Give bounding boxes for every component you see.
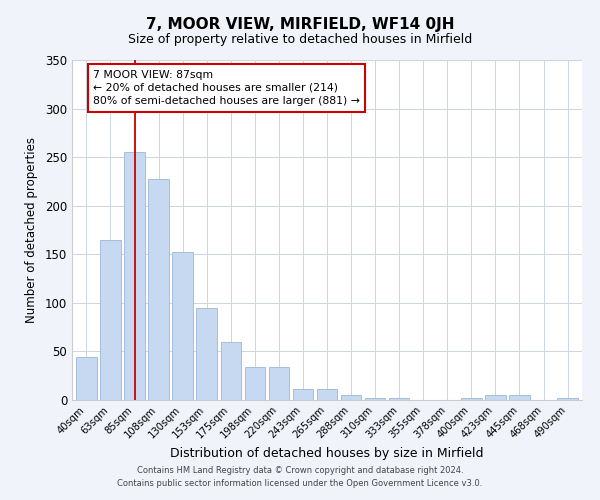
- Bar: [389, 398, 409, 400]
- Bar: [245, 367, 265, 400]
- X-axis label: Distribution of detached houses by size in Mirfield: Distribution of detached houses by size …: [170, 448, 484, 460]
- Bar: [293, 390, 313, 400]
- Y-axis label: Number of detached properties: Number of detached properties: [25, 137, 38, 323]
- Bar: [317, 390, 337, 400]
- Text: 7, MOOR VIEW, MIRFIELD, WF14 0JH: 7, MOOR VIEW, MIRFIELD, WF14 0JH: [146, 18, 454, 32]
- Bar: [365, 398, 385, 400]
- Bar: [148, 178, 169, 400]
- Bar: [269, 367, 289, 400]
- Bar: [485, 395, 506, 400]
- Bar: [124, 152, 145, 400]
- Text: Size of property relative to detached houses in Mirfield: Size of property relative to detached ho…: [128, 32, 472, 46]
- Text: Contains HM Land Registry data © Crown copyright and database right 2024.
Contai: Contains HM Land Registry data © Crown c…: [118, 466, 482, 487]
- Bar: [100, 240, 121, 400]
- Bar: [172, 252, 193, 400]
- Bar: [509, 395, 530, 400]
- Bar: [557, 398, 578, 400]
- Text: 7 MOOR VIEW: 87sqm
← 20% of detached houses are smaller (214)
80% of semi-detach: 7 MOOR VIEW: 87sqm ← 20% of detached hou…: [93, 70, 360, 106]
- Bar: [76, 358, 97, 400]
- Bar: [461, 398, 482, 400]
- Bar: [196, 308, 217, 400]
- Bar: [221, 342, 241, 400]
- Bar: [341, 395, 361, 400]
